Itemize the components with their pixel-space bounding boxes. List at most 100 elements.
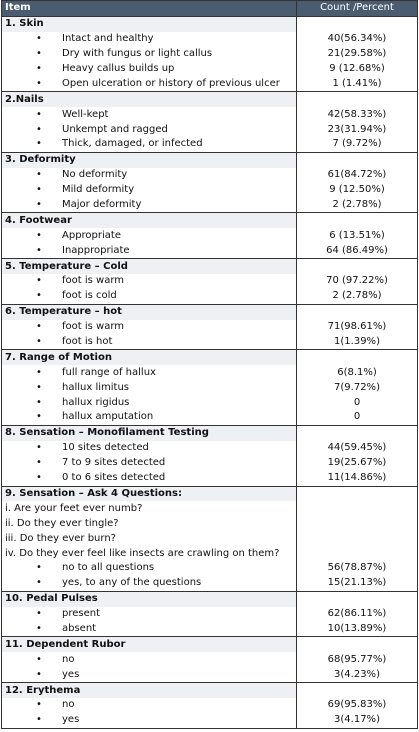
item-value: 21(29.58%) (296, 46, 418, 62)
item-label: foot is warm (62, 321, 125, 333)
item-cell: • 0 to 6 sites detected (1, 470, 297, 487)
bullet: • (36, 184, 42, 196)
question: iv. Do they ever feel like insects are c… (1, 546, 297, 561)
section-title: 10. Pedal Pulses (1, 590, 297, 607)
section-row: 7. Range of Motion (1, 349, 418, 366)
item-value: 7(9.72%) (296, 380, 418, 396)
item-cell: • no (1, 697, 297, 713)
bullet: • (36, 48, 42, 60)
item-row: • yes 3(4.23%) (1, 667, 418, 684)
bullet: • (36, 321, 42, 333)
bullet: • (36, 577, 42, 589)
item-row: • full range of hallux 6(8.1%) (1, 365, 418, 381)
item-cell: • absent (1, 621, 297, 638)
section-value (296, 258, 418, 275)
bullet: • (36, 699, 42, 711)
question: iii. Do they ever burn? (1, 531, 297, 547)
item-label: yes (62, 668, 80, 680)
item-row: • present 62(86.11%) (1, 606, 418, 622)
item-cell: • Major deformity (1, 197, 297, 214)
item-row: • foot is hot 1(1.39%) (1, 334, 418, 351)
section-value (296, 424, 418, 441)
item-cell: • no (1, 652, 297, 668)
item-label: hallux rigidus (62, 396, 130, 408)
item-value: 2 (2.78%) (296, 197, 418, 214)
section-title: 7. Range of Motion (1, 349, 297, 366)
section-value (296, 682, 418, 698)
item-cell: • Appropriate (1, 228, 297, 244)
item-row: • Open ulceration or history of previous … (1, 76, 418, 93)
item-value: 1 (1.41%) (296, 76, 418, 93)
section-title: 9. Sensation – Ask 4 Questions: (1, 485, 297, 502)
item-label: foot is cold (62, 290, 117, 302)
item-value: 42(58.33%) (296, 107, 418, 123)
bullet: • (36, 668, 42, 680)
section-title: 3. Deformity (1, 151, 297, 168)
bullet: • (36, 229, 42, 241)
item-cell: • present (1, 606, 297, 622)
question-row: ii. Do they ever tingle? (1, 516, 418, 532)
bullet: • (36, 714, 42, 726)
item-cell: • foot is warm (1, 319, 297, 335)
item-row: • no to all questions 56(78.87%) (1, 560, 418, 576)
item-row: • Well-kept 42(58.33%) (1, 107, 418, 123)
item-row: • yes, to any of the questions 15(21.13%) (1, 575, 418, 592)
item-cell: • hallux limitus (1, 380, 297, 396)
bullet: • (36, 123, 42, 135)
bullet: • (36, 396, 42, 408)
section-row: 11. Dependent Rubor (1, 636, 418, 653)
section-row: 1. Skin (1, 15, 418, 32)
item-label: no (62, 699, 75, 711)
item-cell: • yes, to any of the questions (1, 575, 297, 592)
item-value: 1(1.39%) (296, 334, 418, 351)
item-value: 11(14.86%) (296, 470, 418, 487)
item-row: • 0 to 6 sites detected 11(14.86%) (1, 470, 418, 487)
item-label: No deformity (62, 169, 128, 181)
bullet: • (36, 411, 42, 423)
item-cell: • foot is hot (1, 334, 297, 351)
item-label: present (62, 608, 101, 620)
item-label: Mild deformity (62, 184, 135, 196)
item-value: 23(31.94%) (296, 122, 418, 138)
item-label: 0 to 6 sites detected (62, 472, 166, 484)
question-row: iv. Do they ever feel like insects are c… (1, 546, 418, 561)
bullet: • (36, 366, 42, 378)
bullet: • (36, 77, 42, 89)
item-label: Well-kept (62, 108, 109, 120)
item-label: Appropriate (62, 229, 121, 241)
section-title: 11. Dependent Rubor (1, 636, 297, 653)
bullet: • (36, 108, 42, 120)
item-cell: • 7 to 9 sites detected (1, 455, 297, 471)
bullet: • (36, 336, 42, 348)
item-row: • Intact and healthy 40(56.34%) (1, 31, 418, 47)
question-value (296, 546, 418, 561)
item-row: • Heavy callus builds up 9 (12.68%) (1, 61, 418, 77)
item-value: 69(95.83%) (296, 697, 418, 713)
item-row: • 7 to 9 sites detected 19(25.67%) (1, 455, 418, 471)
item-label: Major deformity (62, 199, 142, 211)
item-label: 10 sites detected (62, 442, 149, 454)
item-value: 19(25.67%) (296, 455, 418, 471)
bullet: • (36, 622, 42, 634)
bullet: • (36, 653, 42, 665)
item-label: hallux amputation (62, 411, 154, 423)
question-row: iii. Do they ever burn? (1, 531, 418, 547)
item-row: • no 69(95.83%) (1, 697, 418, 713)
item-row: • absent 10(13.89%) (1, 621, 418, 638)
item-row: • Mild deformity 9 (12.50%) (1, 182, 418, 198)
item-row: • Dry with fungus or light callus 21(29.58… (1, 46, 418, 62)
item-value: 9 (12.50%) (296, 182, 418, 198)
section-value (296, 303, 418, 320)
header-count: Count /Percent (296, 0, 418, 17)
question-value (296, 531, 418, 547)
section-title: 6. Temperature – hot (1, 303, 297, 320)
item-value: 70 (97.22%) (296, 274, 418, 289)
item-cell: • yes (1, 667, 297, 684)
item-cell: • yes (1, 712, 297, 729)
item-label: Heavy callus builds up (62, 63, 175, 74)
item-label: Dry with fungus or light callus (62, 48, 213, 60)
item-label: Inappropriate (62, 244, 130, 256)
item-label: no (62, 653, 75, 665)
item-value: 40(56.34%) (296, 31, 418, 47)
